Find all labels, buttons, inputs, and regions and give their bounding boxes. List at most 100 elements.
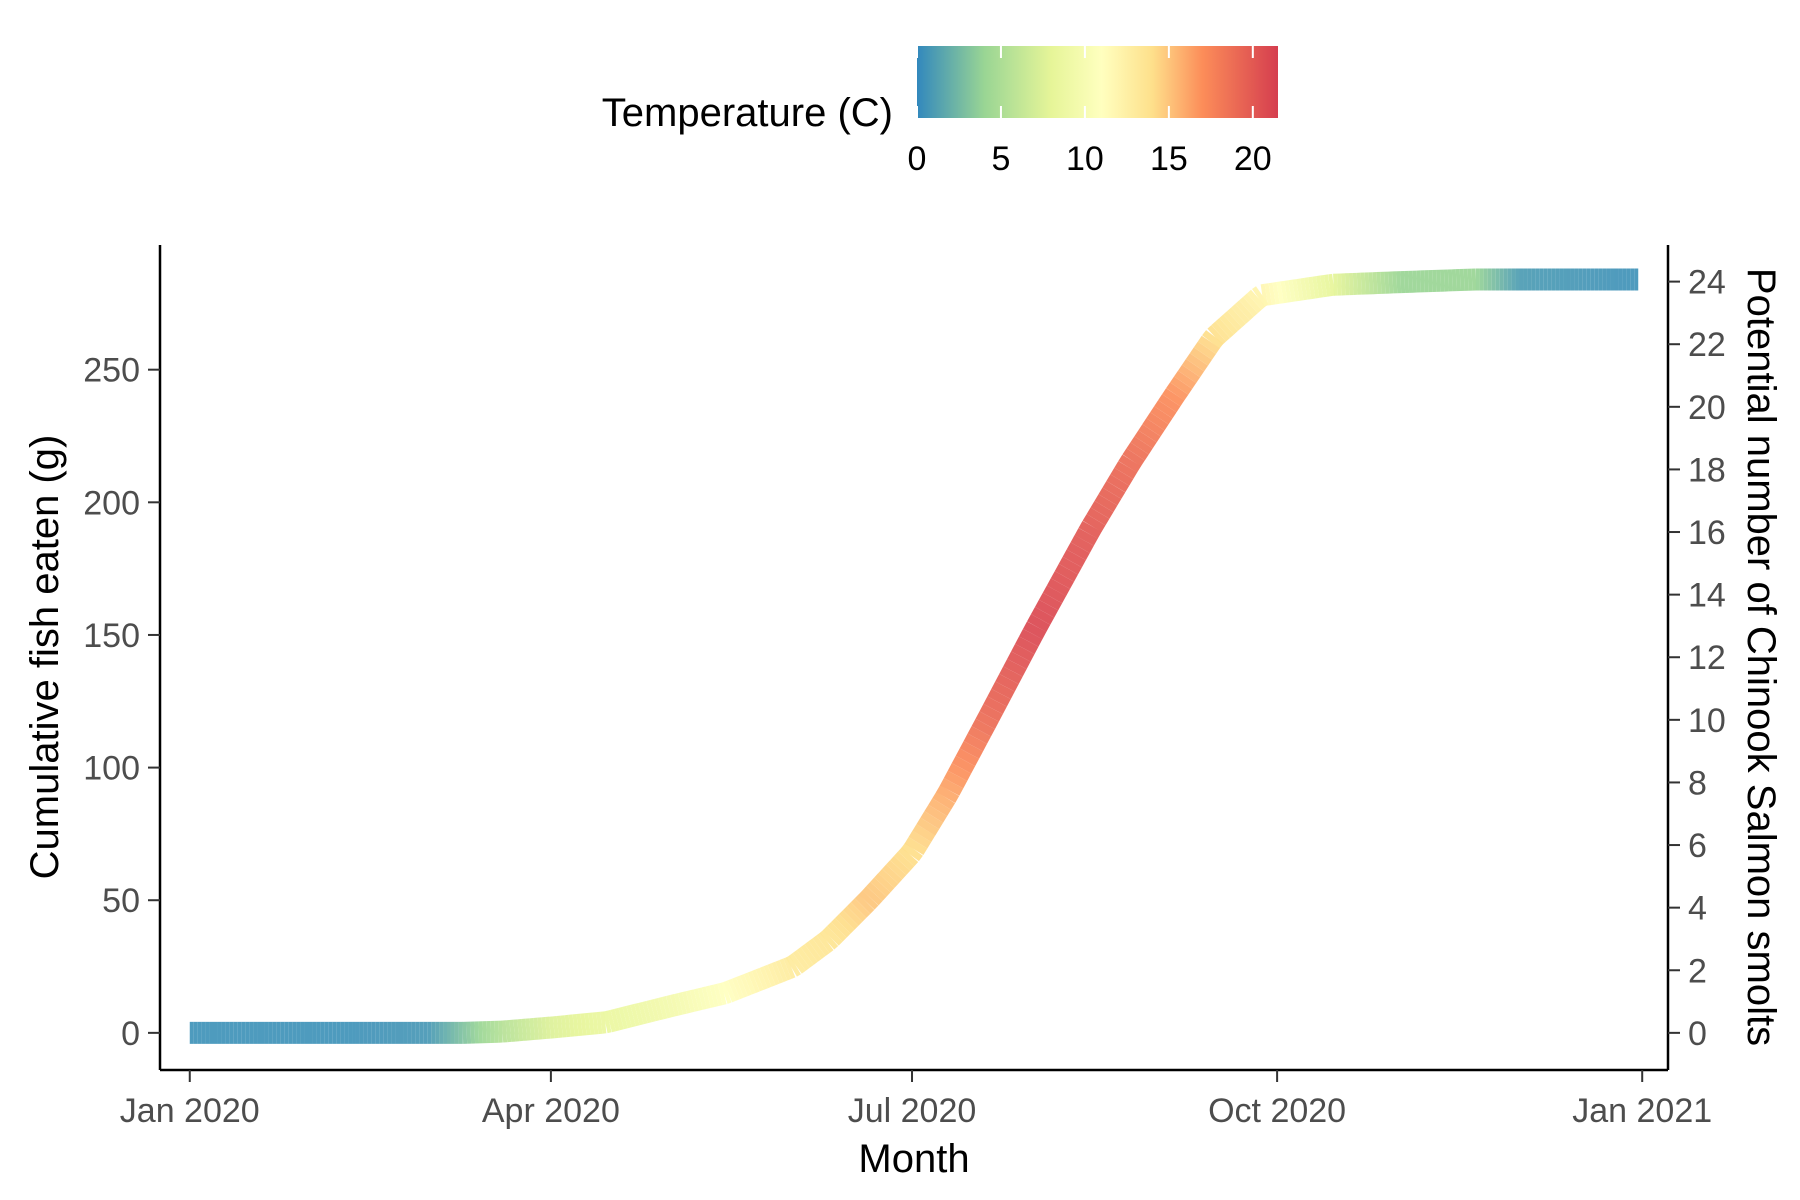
series-segment: [1007, 651, 1031, 670]
series-segment: [1166, 382, 1189, 401]
series-segment: [788, 953, 806, 974]
series-segment: [1247, 289, 1266, 310]
series-segment: [658, 996, 668, 1020]
series-segment: [920, 811, 944, 830]
series-segment: [928, 798, 952, 817]
series-segment: [779, 958, 792, 981]
series-segment: [1312, 276, 1320, 299]
series-segment: [1300, 277, 1308, 301]
series-segment: [1062, 549, 1086, 568]
plot-area: Jan 2020 Apr 2020 Jul 2020 Oct 2020 Jan 2021…: [83, 245, 1726, 1130]
legend-title: Temperature (C): [602, 91, 893, 135]
series-segment: [870, 877, 891, 897]
series-segment: [823, 926, 843, 946]
legend-tick-label: 0: [908, 140, 927, 178]
series-segment: [1090, 500, 1114, 519]
series-segment: [963, 733, 988, 752]
y2-tick-label: 0: [1688, 1015, 1707, 1053]
x-axis-title: Month: [858, 1137, 969, 1181]
series-segment: [882, 864, 903, 884]
series-segment: [878, 868, 899, 889]
series-segment: [1031, 606, 1055, 625]
series-segment: [747, 970, 760, 993]
legend-tick-label: 15: [1150, 140, 1188, 178]
series-segment: [634, 1002, 644, 1026]
y2-tick-label: 10: [1688, 702, 1726, 740]
series-segment: [886, 860, 907, 880]
series-segment: [812, 935, 830, 957]
series-segment: [630, 1003, 640, 1027]
series-segment: [943, 770, 968, 789]
series-segment: [1223, 310, 1242, 331]
series-segment: [1211, 321, 1230, 342]
series-segment: [1185, 353, 1209, 372]
series-segment: [614, 1007, 624, 1031]
series-segment: [975, 711, 999, 730]
series-segment: [642, 1000, 652, 1024]
series-segment: [1058, 556, 1082, 575]
series-segment: [717, 982, 727, 1006]
series-segment: [1177, 364, 1201, 384]
series-segment: [1142, 418, 1165, 437]
series-segment: [626, 1004, 636, 1028]
x-tick-label: Oct 2020: [1208, 1092, 1346, 1130]
y-axis-ticks: 0 50 100 150 200 250: [83, 352, 160, 1053]
series-segment: [1110, 467, 1134, 486]
series-segment: [785, 955, 801, 977]
series-segment: [866, 881, 887, 902]
series-segment: [689, 989, 699, 1012]
series-segment: [1174, 370, 1197, 389]
series-segment: [1215, 318, 1234, 338]
series-segment: [827, 922, 847, 942]
series-segment: [1042, 585, 1067, 604]
series-segment: [939, 777, 964, 796]
series-segment: [1114, 461, 1138, 480]
y-axis-title: Cumulative fish eaten (g): [23, 435, 67, 880]
series-segment: [854, 894, 875, 914]
series-segment: [1189, 347, 1213, 366]
series-segment: [999, 666, 1023, 685]
series-segment: [1038, 592, 1063, 611]
series-segment: [743, 972, 756, 995]
series-segment: [904, 837, 928, 855]
series-segment: [1207, 325, 1227, 346]
series-segment: [1066, 542, 1090, 561]
series-segment: [1264, 283, 1272, 306]
series-segment: [755, 967, 768, 990]
series-segment: [759, 966, 772, 989]
series-segment: [1078, 520, 1102, 539]
x-axis-ticks: Jan 2020 Apr 2020 Jul 2020 Oct 2020 Jan 2021: [120, 1070, 1712, 1130]
series-segment: [838, 910, 859, 930]
series-segment: [685, 990, 695, 1013]
y-tick-label: 250: [83, 352, 140, 390]
series-segment: [763, 964, 776, 987]
series-segment: [1134, 430, 1157, 449]
series-segment: [638, 1001, 648, 1025]
y2-tick-label: 6: [1688, 827, 1707, 865]
series-segment: [908, 830, 932, 849]
series-segment: [1086, 507, 1110, 526]
series-segment: [1098, 487, 1122, 506]
series-segment: [842, 906, 863, 926]
series-segment: [816, 932, 834, 954]
series-segment: [1158, 394, 1181, 413]
series-segment: [1106, 474, 1130, 493]
y2-tick-label: 14: [1688, 577, 1726, 615]
series-segment: [771, 961, 784, 984]
series-segment: [1102, 481, 1126, 499]
series-segment: [834, 914, 855, 934]
series-segment: [897, 847, 919, 867]
series-segment: [1284, 280, 1292, 303]
series-segment: [1235, 300, 1254, 321]
y-tick-label: 200: [83, 484, 140, 522]
series-segment: [1272, 282, 1280, 305]
series-segment: [1011, 643, 1035, 662]
series-segment: [1243, 293, 1262, 314]
series-segment: [654, 997, 664, 1021]
series-segment: [894, 851, 915, 871]
series-line: [189, 268, 1639, 1044]
series-segment: [819, 929, 839, 950]
series-segment: [673, 993, 684, 1016]
series-segment: [1150, 406, 1173, 425]
